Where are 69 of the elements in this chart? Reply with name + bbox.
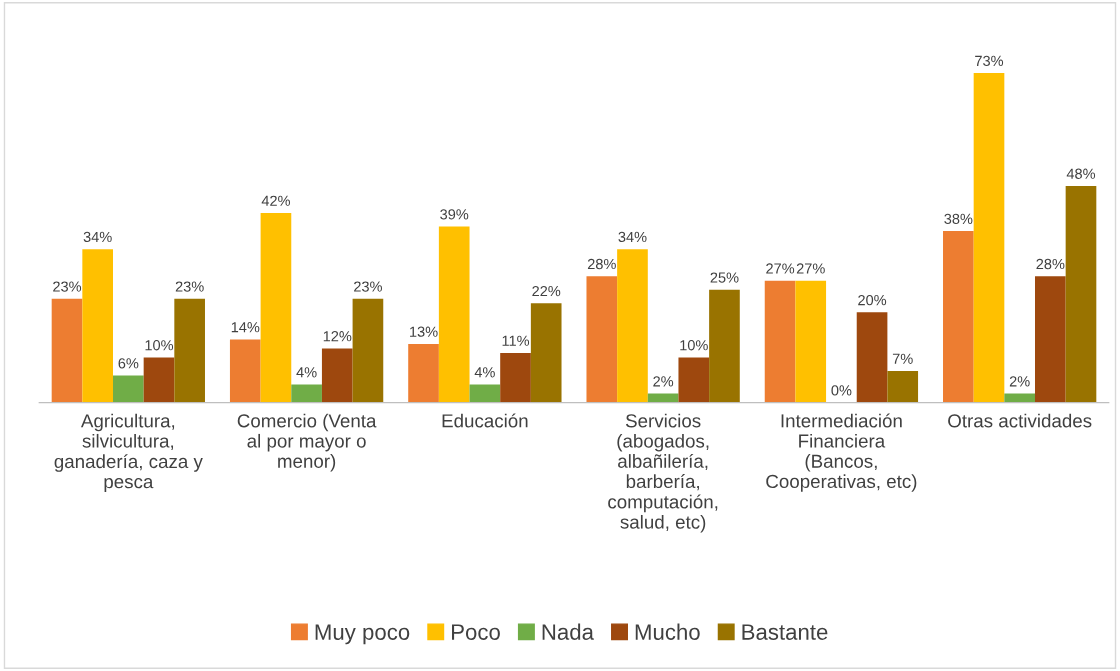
data-label: 10% [145,340,174,351]
bar [856,312,888,403]
data-label: 27% [796,263,825,274]
bar [943,231,974,403]
bar [321,348,353,403]
bar [469,384,501,403]
data-label: 10% [680,340,708,351]
data-label: 73% [975,55,1004,67]
bar [795,280,827,403]
legend-label: Muy poco [315,624,410,645]
x-tick-label: Intermediación Financiera (Bancos, Cooperativas, etc) [766,413,917,492]
data-label: 13% [410,326,438,337]
bar [586,276,618,403]
data-label: 23% [53,281,82,292]
bar [260,213,292,403]
data-label: 22% [532,285,561,297]
data-label: 7% [892,353,913,364]
data-label: 6% [118,358,139,369]
bar [887,371,919,403]
bar [500,352,531,403]
data-label: 2% [1009,376,1030,387]
bar [51,298,83,403]
data-label: 23% [354,281,382,292]
data-label: 12% [323,331,352,342]
bar [678,357,710,403]
data-label: 48% [1066,168,1096,179]
data-label: 34% [83,231,112,243]
bar [530,303,562,403]
data-label: 11% [502,335,530,346]
bar [1004,393,1035,403]
bar [408,343,439,403]
bar [143,357,175,403]
data-label: 28% [587,258,616,270]
legend-label: Nada [542,623,594,640]
x-tick-label: Agricultura, silvicultura, ganadería, caza y pesca [54,413,203,493]
x-tick-label: Educación [442,413,528,428]
data-label: 42% [261,195,291,206]
legend-label: Mucho [635,623,700,640]
data-label: 25% [710,272,739,283]
x-tick-label: Otras actividades [948,413,1092,428]
bar [1065,185,1097,403]
data-label: 34% [618,231,647,243]
bar [1035,276,1066,403]
data-label: 0% [831,385,852,396]
x-tick-label: Servicios (abogados, albañilería, barbería, computación, salud, etc) [608,413,718,533]
bar [113,375,144,403]
data-label: 14% [231,322,260,333]
data-label: 20% [858,294,887,306]
bar [352,298,384,403]
data-label: 4% [296,367,317,378]
bar [229,339,261,403]
data-label: 38% [944,213,973,225]
bar [291,384,322,403]
bar [438,226,470,403]
data-label: 39% [440,209,469,220]
x-tick-label: Comercio (Venta al por mayor o menor) [237,413,377,472]
data-label: 28% [1036,258,1065,270]
bar [617,249,648,403]
data-label: 2% [653,376,674,387]
data-label: 27% [766,263,795,274]
legend-label: Bastante [742,624,828,640]
data-label: 4% [474,367,495,378]
bar [174,298,205,403]
bar [764,280,796,403]
legend-label: Poco [452,624,500,640]
data-label: 23% [175,281,204,292]
bar [973,73,1005,403]
bar [709,289,740,403]
bar [82,249,113,403]
